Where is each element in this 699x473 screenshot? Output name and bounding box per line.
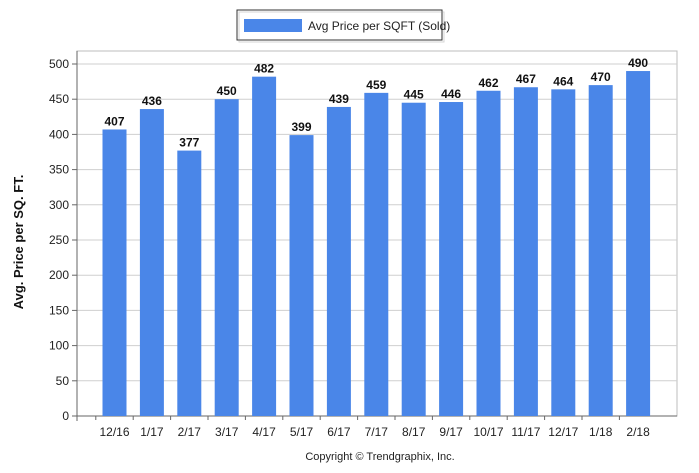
y-tick-label: 200 [49, 268, 69, 282]
x-tick-label: 10/17 [473, 425, 503, 439]
x-tick-label: 12/16 [99, 425, 129, 439]
y-axis-label: Avg. Price per SQ. FT. [11, 175, 26, 310]
bar [439, 102, 464, 417]
data-label: 462 [478, 76, 498, 90]
bar [214, 99, 239, 416]
y-tick-label: 100 [49, 339, 69, 353]
y-tick-label: 450 [49, 92, 69, 106]
data-label: 399 [291, 120, 311, 134]
plot-area: 0 50 100 150 200 250 300 350 400 450 500 407 436 377… [49, 50, 678, 439]
legend: Avg Price per SQFT (Sold) [236, 9, 450, 43]
data-label: 436 [142, 94, 162, 108]
x-tick-label: 12/17 [548, 425, 578, 439]
data-label: 470 [591, 70, 611, 84]
data-label: 407 [104, 114, 124, 128]
bar [551, 89, 576, 417]
x-tick-label: 1/18 [589, 425, 613, 439]
bar [252, 76, 277, 416]
x-tick-label: 9/17 [439, 425, 463, 439]
data-label: 482 [254, 62, 274, 76]
x-tick-label: 5/17 [290, 425, 314, 439]
data-label: 377 [179, 136, 199, 150]
legend-label: Avg Price per SQFT (Sold) [308, 19, 450, 33]
bar [513, 87, 538, 417]
data-label: 445 [404, 88, 424, 102]
y-tick-label: 0 [62, 409, 69, 423]
bar [626, 71, 651, 416]
data-label: 459 [366, 78, 386, 92]
data-label: 490 [628, 56, 648, 70]
y-tick-label: 250 [49, 233, 69, 247]
data-label: 439 [329, 92, 349, 106]
data-label: 446 [441, 87, 461, 101]
y-tick-label: 500 [49, 57, 69, 71]
x-tick-label: 3/17 [215, 425, 239, 439]
bar [326, 106, 351, 416]
x-tick-label: 1/17 [140, 425, 164, 439]
bar [139, 109, 164, 416]
y-tick-label: 50 [56, 374, 70, 388]
data-label: 467 [516, 72, 536, 86]
y-tick-label: 350 [49, 163, 69, 177]
bar [476, 90, 501, 416]
bar [364, 92, 389, 416]
x-tick-label: 7/17 [365, 425, 389, 439]
x-tick-label: 4/17 [252, 425, 276, 439]
copyright-text: Copyright © Trendgraphix, Inc. [305, 451, 454, 463]
legend-swatch [244, 19, 302, 32]
x-tick-label: 2/17 [178, 425, 202, 439]
data-labels: 407 436 377 450 482 399 439 459 445 446 462 467 464 4… [104, 56, 648, 150]
bars [102, 71, 651, 417]
bar [102, 129, 127, 417]
x-tick-label: 11/17 [511, 425, 540, 439]
x-tick-label: 2/18 [626, 425, 650, 439]
x-tick-label: 8/17 [402, 425, 426, 439]
x-tick-label: 6/17 [327, 425, 351, 439]
y-tick-label: 400 [49, 127, 69, 141]
bar [289, 135, 314, 416]
data-label: 450 [217, 84, 237, 98]
y-tick-label: 300 [49, 198, 69, 212]
bar [177, 150, 202, 417]
data-label: 464 [553, 74, 573, 88]
bar [401, 102, 426, 416]
y-tick-label: 150 [49, 303, 69, 317]
x-axis-ticks: 12/16 1/17 2/17 3/17 4/17 5/17 6/17 7/17 8/17 9/1… [95, 416, 650, 439]
bar [588, 85, 613, 417]
